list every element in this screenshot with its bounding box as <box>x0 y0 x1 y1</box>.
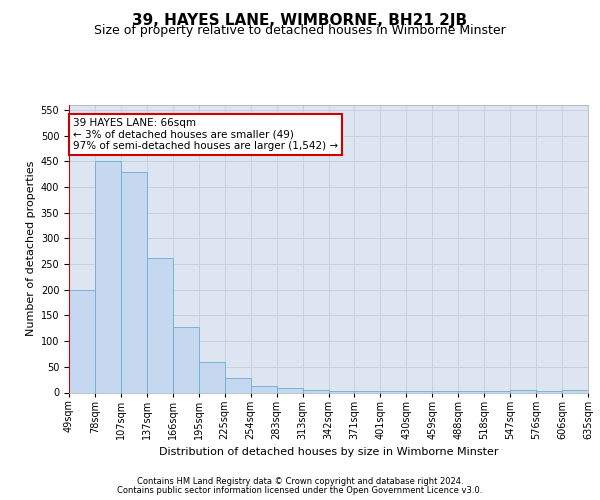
Bar <box>329 391 355 392</box>
Bar <box>536 391 562 392</box>
Text: 39 HAYES LANE: 66sqm
← 3% of detached houses are smaller (49)
97% of semi-detach: 39 HAYES LANE: 66sqm ← 3% of detached ho… <box>73 118 338 151</box>
Bar <box>355 391 380 392</box>
Text: Contains public sector information licensed under the Open Government Licence v3: Contains public sector information licen… <box>118 486 482 495</box>
Text: Contains HM Land Registry data © Crown copyright and database right 2024.: Contains HM Land Registry data © Crown c… <box>137 477 463 486</box>
Bar <box>510 390 536 392</box>
Bar <box>173 328 199 392</box>
Bar <box>225 378 251 392</box>
Text: Size of property relative to detached houses in Wimborne Minster: Size of property relative to detached ho… <box>94 24 506 37</box>
Bar <box>302 390 329 392</box>
Bar <box>484 391 510 392</box>
Bar <box>69 290 95 392</box>
Bar <box>562 390 588 392</box>
Bar <box>380 391 406 392</box>
Text: 39, HAYES LANE, WIMBORNE, BH21 2JB: 39, HAYES LANE, WIMBORNE, BH21 2JB <box>133 12 467 28</box>
X-axis label: Distribution of detached houses by size in Wimborne Minster: Distribution of detached houses by size … <box>159 448 498 458</box>
Bar <box>406 391 432 392</box>
Bar <box>147 258 173 392</box>
Bar <box>458 391 484 392</box>
Bar <box>277 388 302 392</box>
Bar <box>95 162 121 392</box>
Bar <box>199 362 224 392</box>
Bar <box>433 391 458 392</box>
Y-axis label: Number of detached properties: Number of detached properties <box>26 161 37 336</box>
Bar <box>251 386 277 392</box>
Bar <box>121 172 147 392</box>
